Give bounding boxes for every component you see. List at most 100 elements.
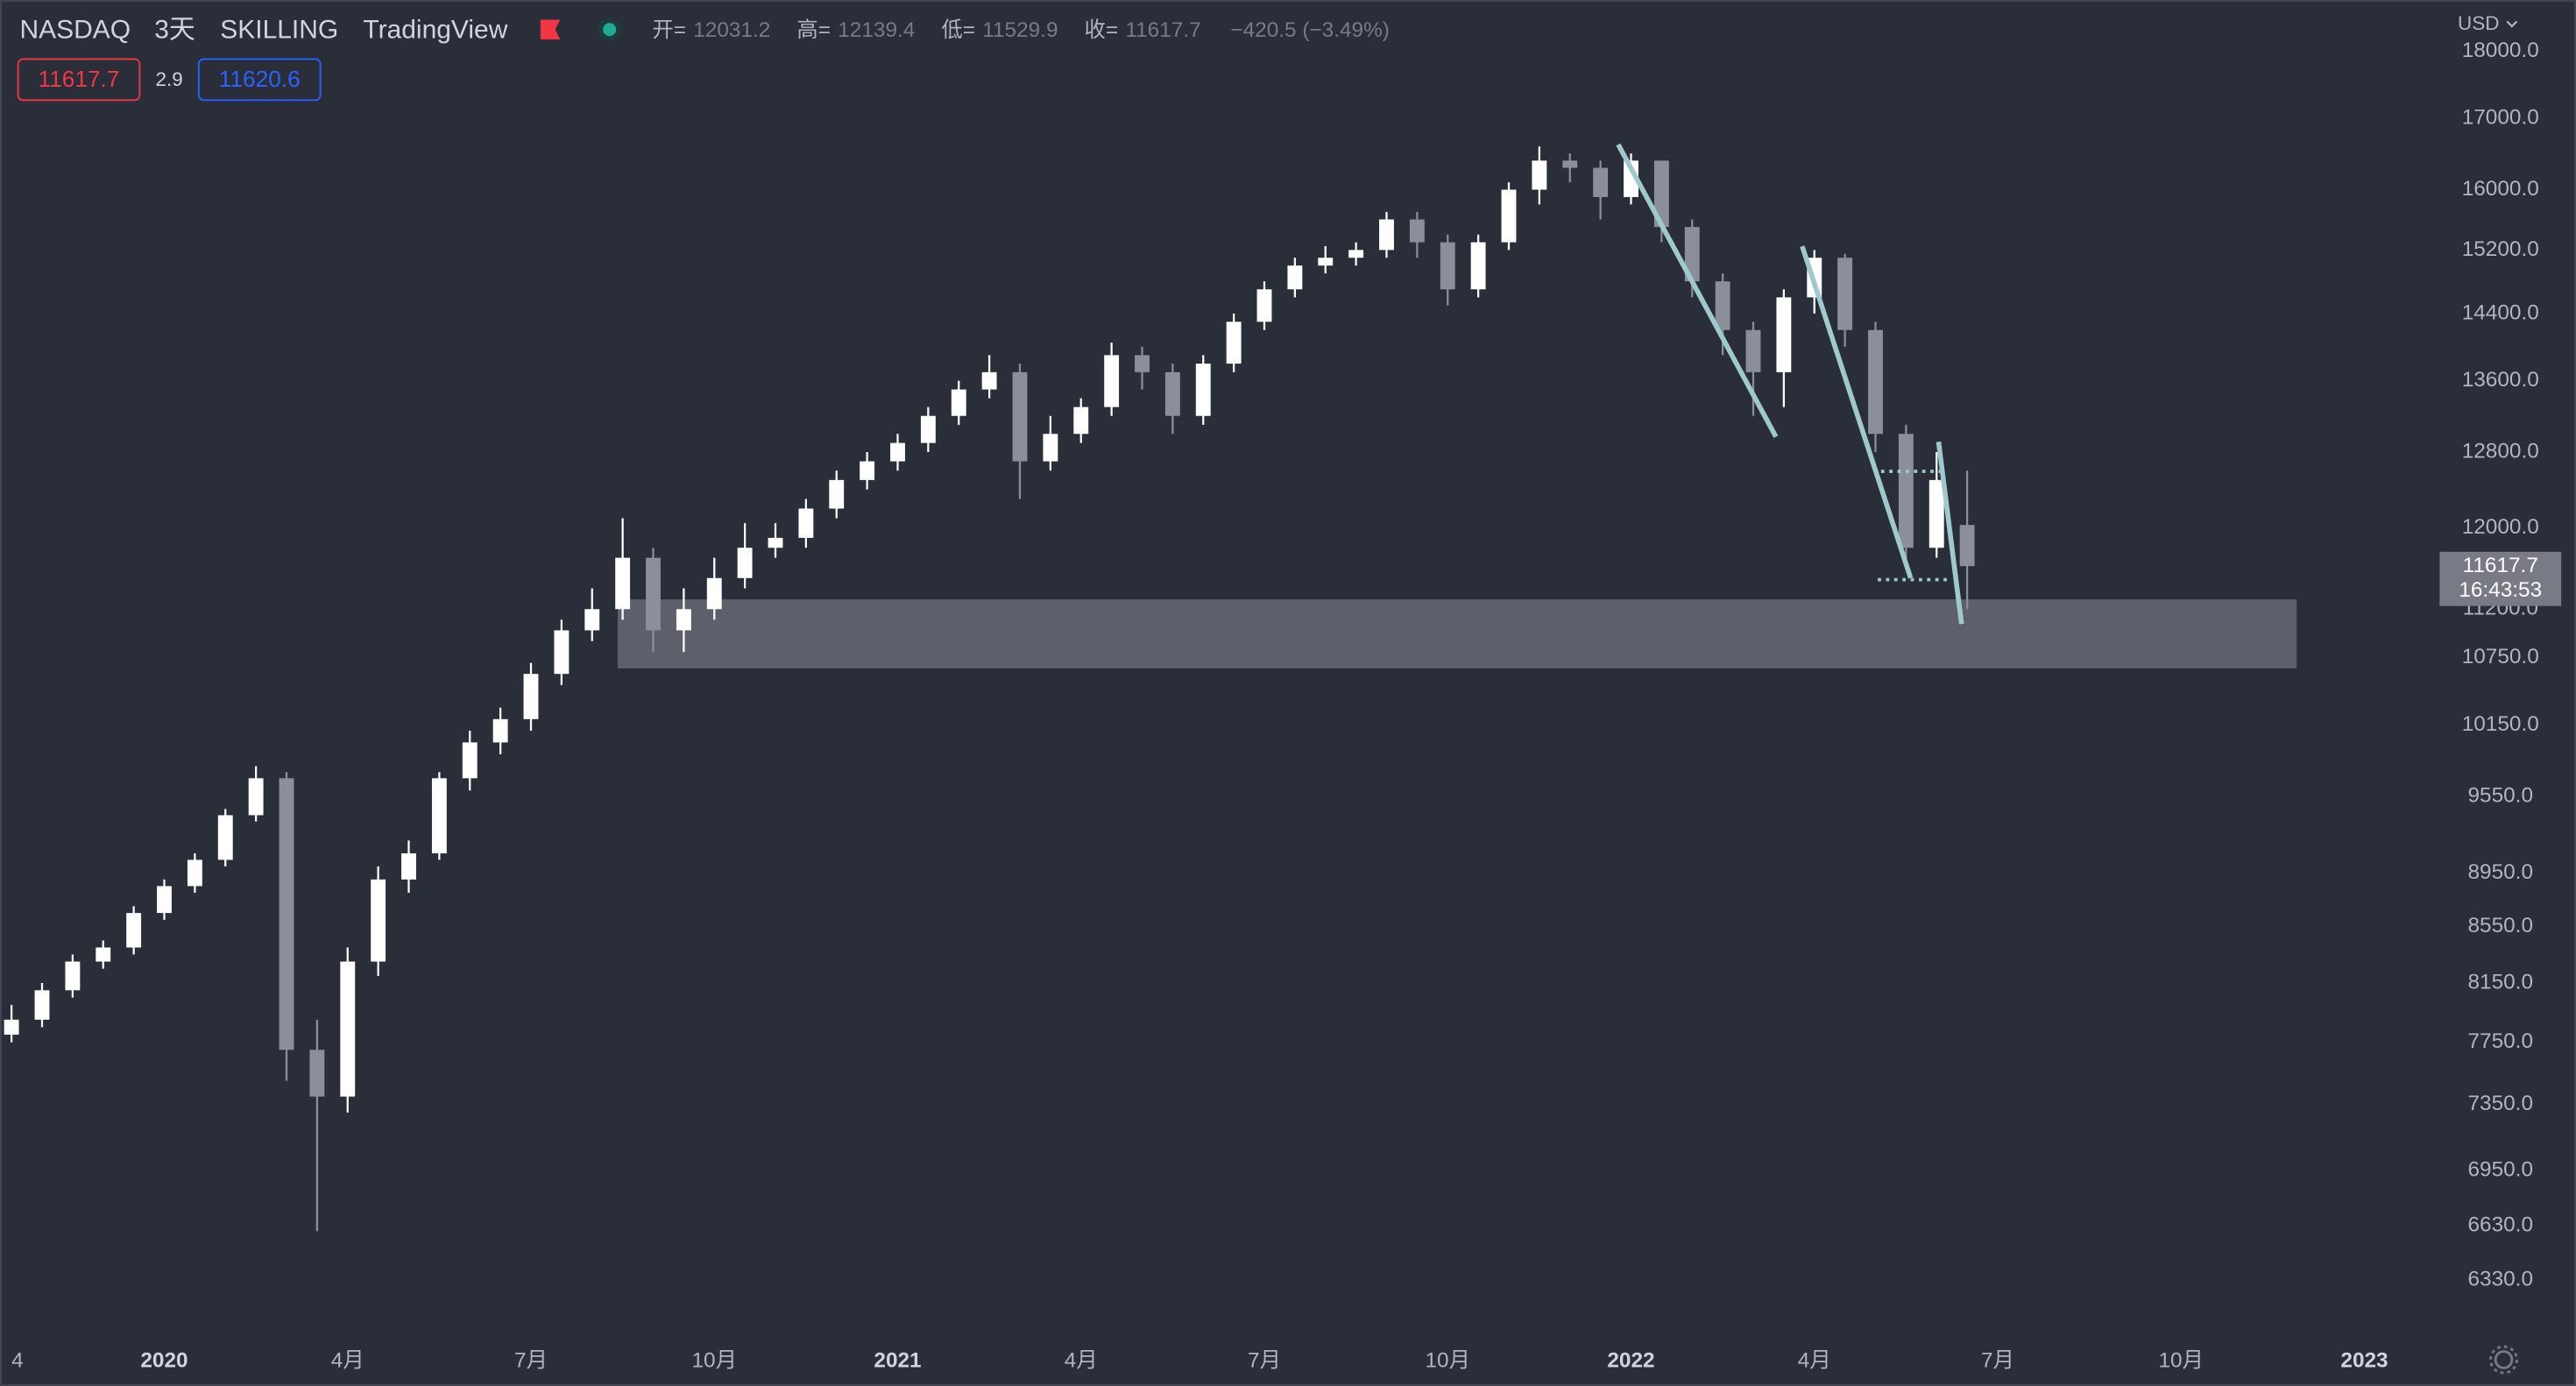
x-tick-label: 7月 — [1981, 1348, 2014, 1372]
candle-body — [1624, 160, 1638, 197]
candle-body — [1653, 160, 1669, 228]
candle-body — [1012, 371, 1028, 462]
candle-body — [1501, 189, 1517, 243]
y-tick-label: 8950.0 — [2467, 860, 2533, 884]
candle-body — [920, 415, 936, 443]
candle-body — [492, 718, 508, 743]
drawings — [1616, 143, 1964, 625]
x-tick-label: 2022 — [1607, 1348, 1654, 1372]
candle-body — [706, 577, 722, 610]
settings[interactable] — [2489, 1345, 2518, 1375]
candle-body — [279, 778, 294, 1050]
settings-teeth — [2489, 1345, 2518, 1375]
candle-body — [554, 630, 570, 675]
candle-body — [431, 778, 447, 854]
flag-icon[interactable] — [540, 19, 561, 39]
currency[interactable]: USD — [2458, 12, 2499, 34]
price-axis: USD 18000.0 17000.0 16000.0 15200.0 14400.0 1… — [2458, 12, 2539, 1291]
x-tick-label: 4月 — [331, 1348, 364, 1372]
candle-body — [1409, 219, 1425, 243]
candle-body — [951, 389, 966, 416]
plot-area — [4, 146, 2297, 1232]
last-price-box — [2439, 551, 2562, 606]
y-tick-label: 8550.0 — [2467, 914, 2533, 937]
candle-body — [217, 815, 233, 860]
candle-body — [248, 778, 264, 816]
y-tick-label: 6330.0 — [2467, 1268, 2533, 1291]
status-dot — [603, 23, 617, 37]
x-tick-label: 4月 — [1798, 1348, 1831, 1372]
buy-button[interactable] — [197, 58, 322, 102]
candle-body — [1898, 434, 1914, 548]
currency-caret — [2506, 20, 2518, 28]
candle-body — [96, 947, 111, 962]
settings-icon[interactable] — [2494, 1350, 2514, 1369]
x-tick-label: 7月 — [1248, 1348, 1281, 1372]
high-value: 12139.4 — [838, 18, 915, 42]
broker: SKILLING — [220, 16, 338, 45]
last-price: 11617.7 — [2463, 554, 2538, 577]
x-tick-label: 2023 — [2340, 1348, 2388, 1372]
low-value: 11529.9 — [982, 18, 1058, 42]
y-tick-label: 9550.0 — [2467, 784, 2533, 808]
candle-body — [1226, 322, 1242, 364]
candle-body — [1256, 289, 1272, 322]
candle-body — [1348, 250, 1364, 258]
candle-body — [1379, 219, 1394, 251]
countdown: 16:43:53 — [2459, 578, 2542, 602]
candle-body — [4, 1019, 19, 1035]
candle-body — [1776, 297, 1792, 372]
candle-body — [462, 742, 478, 779]
trend-line — [1936, 441, 1964, 625]
x-tick-label: 7月 — [514, 1348, 548, 1372]
candle-body — [1440, 242, 1455, 290]
candle-body — [1532, 160, 1547, 190]
last-price-tag: 11617.7 16:43:53 — [2439, 551, 2562, 606]
x-tick-label: 10月 — [2159, 1348, 2204, 1372]
symbol[interactable]: NASDAQ — [19, 16, 131, 45]
candle-body — [309, 1050, 325, 1097]
buy-price[interactable]: 11620.6 — [219, 66, 301, 92]
candle-body — [1195, 364, 1211, 416]
y-tick-label: 15200.0 — [2462, 237, 2539, 261]
candle-body — [860, 461, 875, 480]
y-tick-label: 6630.0 — [2467, 1213, 2533, 1237]
y-tick-label: 10150.0 — [2462, 712, 2539, 736]
candle-body — [676, 609, 691, 631]
candle-body — [1593, 167, 1609, 197]
candle-body — [1073, 407, 1089, 435]
candle-body — [1135, 355, 1150, 372]
sell-price[interactable]: 11617.7 — [39, 66, 120, 92]
candle-body — [1287, 265, 1303, 290]
candle-body — [34, 990, 50, 1020]
x-tick-label: 4 — [11, 1348, 24, 1372]
trend-line — [1616, 143, 1779, 438]
y-tick-label: 6950.0 — [2467, 1157, 2533, 1181]
y-tick-label: 14400.0 — [2462, 301, 2539, 324]
sell-button[interactable] — [17, 58, 141, 102]
candle-body — [798, 508, 814, 538]
y-tick-label: 17000.0 — [2462, 106, 2539, 130]
y-tick-label: 18000.0 — [2462, 39, 2539, 62]
candle-body — [187, 859, 202, 887]
y-tick-label: 12800.0 — [2462, 439, 2539, 463]
y-tick-label: 13600.0 — [2462, 368, 2539, 392]
candle-body — [371, 879, 386, 962]
candle-body — [584, 609, 600, 631]
x-tick-label: 10月 — [692, 1348, 737, 1372]
high-label: 高= — [796, 18, 831, 42]
candle-body — [768, 537, 783, 548]
candle-body — [65, 961, 81, 991]
candle-body — [615, 557, 631, 610]
interval[interactable]: 3天 — [154, 16, 195, 45]
y-tick-label: 12000.0 — [2462, 515, 2539, 539]
candle-body — [1318, 258, 1334, 266]
header: NASDAQ 3天 SKILLING TradingView 开= 12031.… — [17, 16, 1390, 102]
candle-body — [1837, 258, 1853, 330]
y-tick-label: 7750.0 — [2467, 1029, 2533, 1053]
candle-body — [1868, 329, 1883, 435]
y-tick-label: 8150.0 — [2467, 970, 2533, 994]
candle-body — [829, 479, 845, 509]
candle-body — [1104, 355, 1120, 407]
